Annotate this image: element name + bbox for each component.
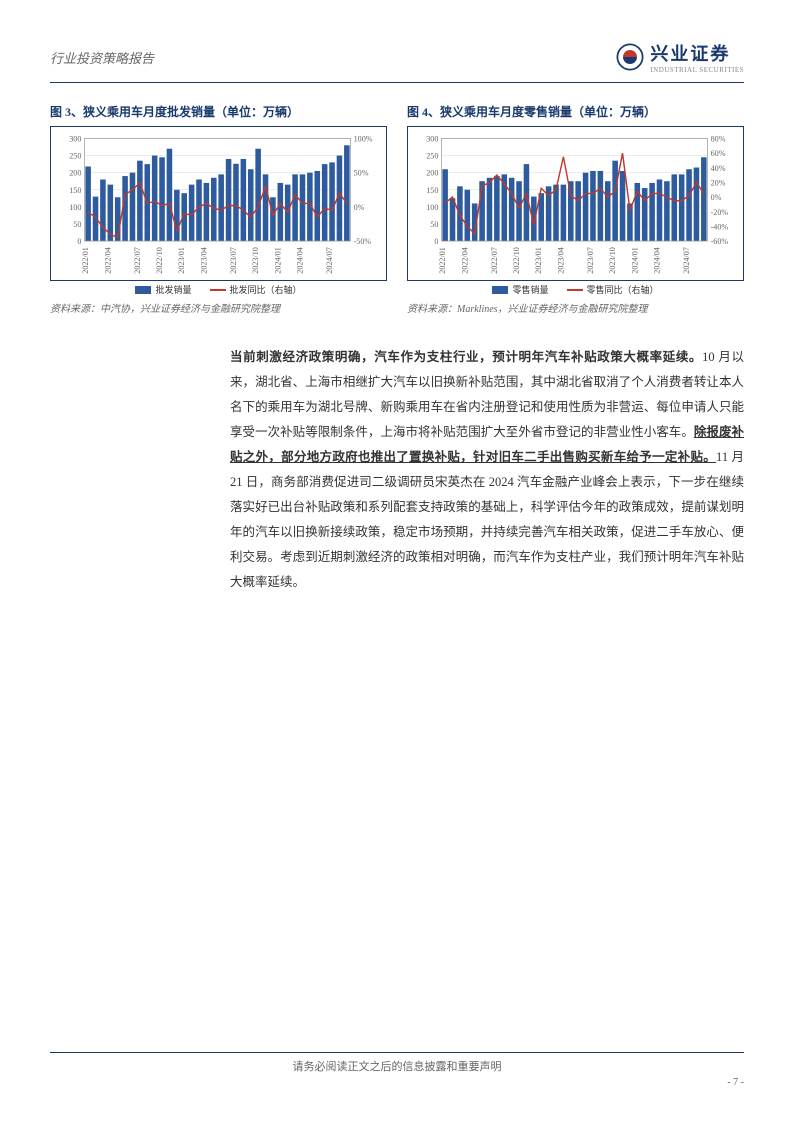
svg-text:2022/01: 2022/01 [438,247,447,274]
svg-text:0: 0 [434,237,438,246]
svg-text:0: 0 [77,237,81,246]
page-number: - 7 - [50,1077,744,1088]
svg-text:60%: 60% [711,149,726,158]
svg-text:2024/01: 2024/01 [630,247,639,274]
svg-text:200: 200 [426,169,438,178]
svg-text:150: 150 [426,186,438,195]
page-footer: 请务必阅读正文之后的信息披露和重要声明 - 7 - [50,1052,744,1088]
svg-text:-40%: -40% [711,222,729,231]
svg-text:2022/10: 2022/10 [155,247,164,274]
svg-text:80%: 80% [711,135,726,144]
svg-text:2024/07: 2024/07 [325,247,334,274]
svg-text:2024/04: 2024/04 [652,247,661,274]
svg-text:50: 50 [73,220,81,229]
legend-line-icon [210,289,226,291]
chart-left-box: 0 50 100 150 200 250 300 -50% 0% 50% 100% 2022/01 20… [50,126,387,281]
svg-text:2022/07: 2022/07 [133,247,142,274]
svg-text:200: 200 [69,169,81,178]
chart-left-block: 图 3、狭义乘用车月度批发销量（单位：万辆） 0 50 100 150 200 250 30… [50,103,387,315]
svg-text:2023/04: 2023/04 [556,247,565,274]
legend-line-icon [567,289,583,291]
chart-right-block: 图 4、狭义乘用车月度零售销量（单位：万辆） 0 50 100 150 200 250 30… [407,103,744,315]
svg-text:300: 300 [69,135,81,144]
svg-text:2022/04: 2022/04 [103,247,112,274]
chart-left-source: 资料来源：中汽协，兴业证券经济与金融研究院整理 [50,300,387,315]
para-text-4: 11 月 21 日，商务部消费促进司二级调研员宋英杰在 2024 汽车金融产业峰… [230,450,744,589]
legend-bar-icon [492,286,508,294]
svg-text:300: 300 [426,135,438,144]
svg-text:100: 100 [426,203,438,212]
legend-bar-icon [135,286,151,294]
company-logo: 兴业证券 INDUSTRIAL SECURITIES [616,40,744,74]
logo-text-cn: 兴业证券 [650,40,744,66]
svg-text:250: 250 [426,152,438,161]
svg-text:2024/01: 2024/01 [273,247,282,274]
svg-text:100%: 100% [354,135,373,144]
chart-right-svg: 0 50 100 150 200 250 300 -60% -40% -20% 0% 20% 40% 60… [413,132,738,280]
svg-text:20%: 20% [711,178,726,187]
svg-text:0%: 0% [711,193,722,202]
svg-text:2023/01: 2023/01 [534,247,543,274]
page-header: 行业投资策略报告 兴业证券 INDUSTRIAL SECURITIES [50,40,744,83]
charts-container: 图 3、狭义乘用车月度批发销量（单位：万辆） 0 50 100 150 200 250 30… [50,103,744,315]
svg-text:2022/07: 2022/07 [490,247,499,274]
chart-left-title: 图 3、狭义乘用车月度批发销量（单位：万辆） [50,103,387,120]
chart-right-box: 0 50 100 150 200 250 300 -60% -40% -20% 0% 20% 40% 60… [407,126,744,281]
svg-text:2024/07: 2024/07 [682,247,691,274]
logo-text-en: INDUSTRIAL SECURITIES [650,66,744,74]
svg-text:100: 100 [69,203,81,212]
svg-text:2024/04: 2024/04 [295,247,304,274]
para-bold-1: 当前刺激经济政策明确，汽车作为支柱行业，预计明年汽车补贴政策大概率延续。 [230,350,702,364]
svg-text:50%: 50% [354,169,369,178]
svg-text:250: 250 [69,152,81,161]
header-title: 行业投资策略报告 [50,48,154,67]
logo-icon [616,43,644,71]
svg-text:2022/10: 2022/10 [512,247,521,274]
svg-text:-60%: -60% [711,237,729,246]
chart-right-title: 图 4、狭义乘用车月度零售销量（单位：万辆） [407,103,744,120]
svg-text:2023/04: 2023/04 [199,247,208,274]
svg-text:-20%: -20% [711,208,729,217]
chart-right-source: 资料来源：Marklines，兴业证券经济与金融研究院整理 [407,300,744,315]
chart-right-legend: 零售销量 零售同比（右轴） [407,283,744,296]
svg-text:150: 150 [69,186,81,195]
svg-text:2022/01: 2022/01 [81,247,90,274]
svg-text:-50%: -50% [354,237,372,246]
svg-text:2023/10: 2023/10 [608,247,617,274]
svg-text:2023/07: 2023/07 [586,247,595,274]
svg-text:0%: 0% [354,203,365,212]
chart-left-svg: 0 50 100 150 200 250 300 -50% 0% 50% 100% 2022/01 20… [56,132,381,280]
svg-text:50: 50 [430,220,438,229]
svg-text:40%: 40% [711,164,726,173]
svg-text:2022/04: 2022/04 [460,247,469,274]
svg-text:2023/10: 2023/10 [251,247,260,274]
body-paragraph: 当前刺激经济政策明确，汽车作为支柱行业，预计明年汽车补贴政策大概率延续。10 月… [230,345,744,595]
chart-left-legend: 批发销量 批发同比（右轴） [50,283,387,296]
footer-disclaimer: 请务必阅读正文之后的信息披露和重要声明 [50,1058,744,1074]
svg-text:2023/01: 2023/01 [177,247,186,274]
svg-text:2023/07: 2023/07 [229,247,238,274]
